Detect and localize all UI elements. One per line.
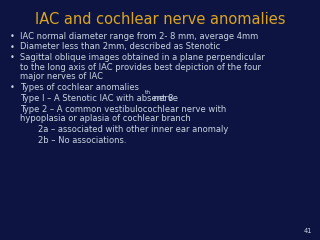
Text: Types of cochlear anomalies: Types of cochlear anomalies (20, 83, 139, 91)
Text: Type I – A Stenotic IAC with absent 8: Type I – A Stenotic IAC with absent 8 (20, 94, 173, 103)
Text: major nerves of IAC: major nerves of IAC (20, 72, 103, 81)
Text: IAC normal diameter range from 2- 8 mm, average 4mm: IAC normal diameter range from 2- 8 mm, … (20, 32, 258, 41)
Text: •: • (10, 32, 15, 41)
Text: nerve: nerve (151, 94, 178, 103)
Text: 41: 41 (304, 228, 312, 234)
Text: hypoplasia or aplasia of cochlear branch: hypoplasia or aplasia of cochlear branch (20, 114, 191, 123)
Text: IAC and cochlear nerve anomalies: IAC and cochlear nerve anomalies (35, 12, 285, 27)
Text: 2b – No associations.: 2b – No associations. (38, 136, 126, 145)
Text: Sagittal oblique images obtained in a plane perpendicular: Sagittal oblique images obtained in a pl… (20, 53, 265, 62)
Text: •: • (10, 83, 15, 91)
Text: th: th (145, 90, 151, 96)
Text: to the long axis of IAC provides best depiction of the four: to the long axis of IAC provides best de… (20, 62, 261, 72)
Text: •: • (10, 53, 15, 62)
Text: Diameter less than 2mm, described as Stenotic: Diameter less than 2mm, described as Ste… (20, 42, 220, 52)
Text: •: • (10, 42, 15, 52)
Text: Type 2 – A common vestibulocochlear nerve with: Type 2 – A common vestibulocochlear nerv… (20, 104, 226, 114)
Text: 2a – associated with other inner ear anomaly: 2a – associated with other inner ear ano… (38, 126, 228, 134)
